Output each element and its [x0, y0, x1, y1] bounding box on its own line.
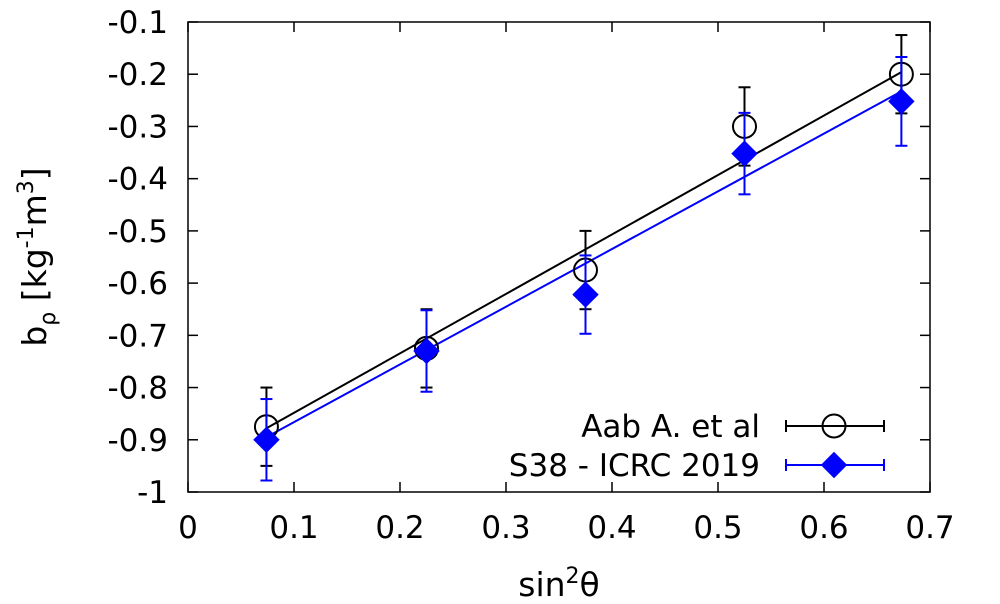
diamond-marker — [731, 140, 758, 167]
x-tick-label: 0 — [178, 510, 198, 546]
y-axis-label: bρ [kg-1m3] — [14, 167, 61, 346]
legend-label: S38 - ICRC 2019 — [509, 448, 760, 484]
diamond-marker — [572, 281, 599, 308]
axis-ticks: 0 0.1 0.2 0.3 0.4 0.5 0.6 0.7 -1 -0.9 -0.8 -0.7 -0.6… — [108, 5, 955, 546]
data-points — [253, 34, 915, 482]
x-tick-label: 0.1 — [269, 510, 318, 546]
x-tick-label: 0.2 — [375, 510, 424, 546]
diamond-marker — [253, 426, 280, 453]
y-tick-label: -0.2 — [108, 57, 169, 93]
y-tick-label: -0.6 — [108, 266, 169, 302]
diamond-marker — [820, 451, 848, 479]
y-tick-label: -0.3 — [108, 109, 169, 145]
y-tick-label: -0.4 — [108, 162, 169, 198]
y-tick-label: -1 — [137, 475, 168, 511]
x-axis-label: sin2θ — [518, 564, 599, 604]
y-tick-label: -0.8 — [108, 371, 169, 407]
plot-frame — [187, 21, 931, 493]
open-circle-marker — [821, 413, 847, 439]
x-tick-label: 0.4 — [587, 510, 636, 546]
x-tick-label: 0.7 — [905, 510, 954, 546]
x-tick-label: 0.3 — [481, 510, 530, 546]
diamond-marker — [888, 88, 915, 115]
y-tick-label: -0.7 — [108, 318, 169, 354]
x-tick-label: 0.6 — [799, 510, 848, 546]
y-tick-label: -0.9 — [108, 423, 169, 459]
fit-line — [265, 90, 902, 439]
legend-label: Aab A. et al — [581, 409, 760, 445]
diamond-marker — [413, 337, 440, 365]
y-tick-label: -0.1 — [108, 5, 169, 41]
fit-line — [265, 71, 902, 430]
x-tick-label: 0.5 — [693, 510, 742, 546]
fit-lines — [265, 71, 902, 439]
y-tick-label: -0.5 — [108, 214, 169, 250]
